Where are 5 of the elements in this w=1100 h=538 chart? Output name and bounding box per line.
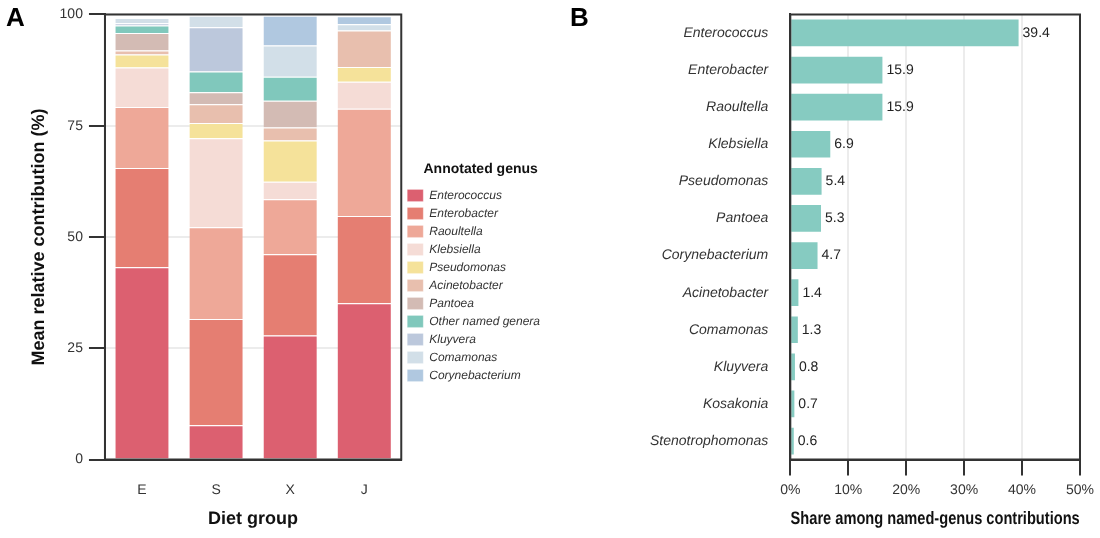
x-axis-title: Share among named-genus contributions [790,508,1081,529]
y-axis-title: Mean relative contribution (%) [27,108,48,366]
x-axis-title: Diet group [208,508,300,529]
text: A [6,2,26,33]
text: B [570,2,589,33]
